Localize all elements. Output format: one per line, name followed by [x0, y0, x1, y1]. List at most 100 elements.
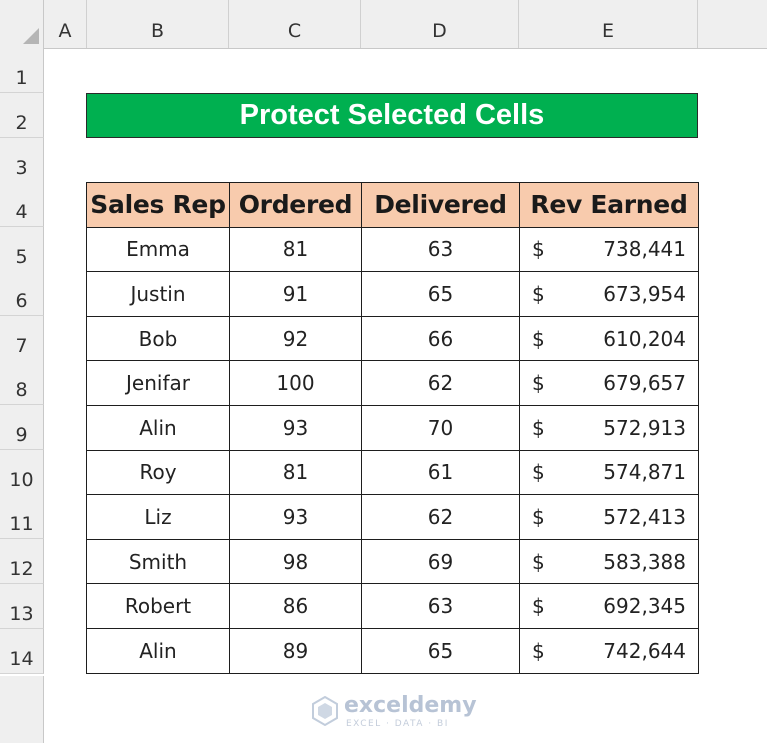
cell-sales-rep[interactable]: Alin [86, 627, 230, 674]
table-row: Emma 81 63 $738,441 [86, 226, 699, 273]
cell-sales-rep[interactable]: Bob [86, 315, 230, 362]
header-cell-rev-earned[interactable]: Rev Earned [519, 182, 699, 228]
row-header-12[interactable]: 12 [0, 539, 44, 584]
cell-rev-earned[interactable]: $574,871 [519, 449, 699, 496]
cell-sales-rep[interactable]: Justin [86, 271, 230, 317]
row-header-11[interactable]: 11 [0, 494, 44, 539]
rev-amount: 572,413 [603, 504, 686, 529]
select-all-corner[interactable] [0, 0, 44, 48]
row-header-6[interactable]: 6 [0, 271, 44, 316]
cell-sales-rep[interactable]: Alin [86, 404, 230, 451]
table-row: Roy 81 61 $574,871 [86, 449, 699, 496]
cell-delivered[interactable]: 62 [361, 360, 520, 406]
rev-amount: 673,954 [603, 281, 686, 306]
rev-amount: 574,871 [603, 460, 686, 485]
row-header-1[interactable]: 1 [0, 48, 44, 93]
cell-rev-earned[interactable]: $583,388 [519, 538, 699, 585]
cell-ordered[interactable]: 81 [229, 449, 362, 496]
table-row: Bob 92 66 $610,204 [86, 315, 699, 362]
row-header-8[interactable]: 8 [0, 360, 44, 405]
cell-delivered[interactable]: 69 [361, 538, 520, 585]
table-row: Jenifar 100 62 $679,657 [86, 360, 699, 406]
cell-ordered[interactable]: 91 [229, 271, 362, 317]
rev-amount: 610,204 [603, 326, 686, 351]
row-header-filler [0, 676, 44, 743]
table-row: Alin 89 65 $742,644 [86, 627, 699, 674]
cell-ordered[interactable]: 92 [229, 315, 362, 362]
table-row: Smith 98 69 $583,388 [86, 538, 699, 585]
header-cell-sales-rep[interactable]: Sales Rep [86, 182, 230, 228]
column-header-bar: A B C D E [0, 0, 767, 49]
row-header-7[interactable]: 7 [0, 316, 44, 361]
cell-rev-earned[interactable]: $572,913 [519, 404, 699, 451]
cell-sales-rep[interactable]: Roy [86, 449, 230, 496]
cell-delivered[interactable]: 65 [361, 627, 520, 674]
column-header-e[interactable]: E [519, 0, 698, 48]
currency-symbol: $ [532, 415, 545, 440]
currency-symbol: $ [532, 281, 545, 306]
watermark-tagline: EXCEL · DATA · BI [346, 719, 449, 729]
currency-symbol: $ [532, 326, 545, 351]
row-header-3[interactable]: 3 [0, 138, 44, 183]
cell-ordered[interactable]: 86 [229, 583, 362, 629]
cell-delivered[interactable]: 65 [361, 271, 520, 317]
row-header-14[interactable]: 14 [0, 629, 44, 674]
header-cell-delivered[interactable]: Delivered [361, 182, 520, 228]
row-header-4[interactable]: 4 [0, 182, 44, 227]
cell-delivered[interactable]: 66 [361, 315, 520, 362]
cell-rev-earned[interactable]: $738,441 [519, 226, 699, 273]
cell-rev-earned[interactable]: $692,345 [519, 583, 699, 629]
table-row: Alin 93 70 $572,913 [86, 404, 699, 451]
column-header-a[interactable]: A [44, 0, 87, 48]
row-header-2[interactable]: 2 [0, 93, 44, 138]
cell-ordered[interactable]: 81 [229, 226, 362, 273]
cell-sales-rep[interactable]: Robert [86, 583, 230, 629]
cell-rev-earned[interactable]: $572,413 [519, 494, 699, 540]
cell-ordered[interactable]: 100 [229, 360, 362, 406]
cell-ordered[interactable]: 89 [229, 627, 362, 674]
cell-rev-earned[interactable]: $673,954 [519, 271, 699, 317]
rev-amount: 583,388 [603, 549, 686, 574]
column-header-c[interactable]: C [229, 0, 361, 48]
cell-ordered[interactable]: 98 [229, 538, 362, 585]
cell-ordered[interactable]: 93 [229, 494, 362, 540]
column-header-b[interactable]: B [87, 0, 229, 48]
rev-amount: 738,441 [603, 237, 686, 262]
row-header-9[interactable]: 9 [0, 405, 44, 450]
sales-table: Sales Rep Ordered Delivered Rev Earned E… [86, 182, 699, 674]
rev-amount: 692,345 [603, 594, 686, 619]
select-all-triangle-icon [23, 28, 39, 44]
currency-symbol: $ [532, 237, 545, 262]
currency-symbol: $ [532, 594, 545, 619]
cell-sales-rep[interactable]: Jenifar [86, 360, 230, 406]
cell-delivered[interactable]: 61 [361, 449, 520, 496]
cell-delivered[interactable]: 70 [361, 404, 520, 451]
table-row: Robert 86 63 $692,345 [86, 583, 699, 629]
header-cell-ordered[interactable]: Ordered [229, 182, 362, 228]
exceldemy-logo-icon [312, 696, 338, 726]
cell-rev-earned[interactable]: $742,644 [519, 627, 699, 674]
currency-symbol: $ [532, 460, 545, 485]
currency-symbol: $ [532, 371, 545, 396]
row-header-5[interactable]: 5 [0, 227, 44, 272]
cell-rev-earned[interactable]: $679,657 [519, 360, 699, 406]
row-header-10[interactable]: 10 [0, 450, 44, 495]
watermark-name: exceldemy [344, 693, 477, 718]
table-row: Justin 91 65 $673,954 [86, 271, 699, 317]
row-header-13[interactable]: 13 [0, 584, 44, 629]
cell-delivered[interactable]: 63 [361, 583, 520, 629]
cell-sales-rep[interactable]: Liz [86, 494, 230, 540]
cell-sales-rep[interactable]: Smith [86, 538, 230, 585]
column-header-d[interactable]: D [361, 0, 519, 48]
cell-delivered[interactable]: 63 [361, 226, 520, 273]
table-row: Liz 93 62 $572,413 [86, 494, 699, 540]
table-header-row: Sales Rep Ordered Delivered Rev Earned [86, 182, 699, 228]
cell-delivered[interactable]: 62 [361, 494, 520, 540]
cell-ordered[interactable]: 93 [229, 404, 362, 451]
cell-rev-earned[interactable]: $610,204 [519, 315, 699, 362]
rev-amount: 679,657 [603, 371, 686, 396]
cell-sales-rep[interactable]: Emma [86, 226, 230, 273]
title-cell[interactable]: Protect Selected Cells [86, 93, 698, 138]
rev-amount: 572,913 [603, 415, 686, 440]
